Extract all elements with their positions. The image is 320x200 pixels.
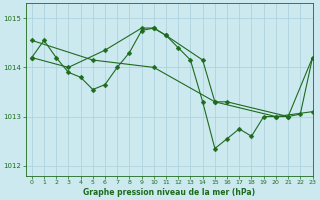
X-axis label: Graphe pression niveau de la mer (hPa): Graphe pression niveau de la mer (hPa) (83, 188, 255, 197)
